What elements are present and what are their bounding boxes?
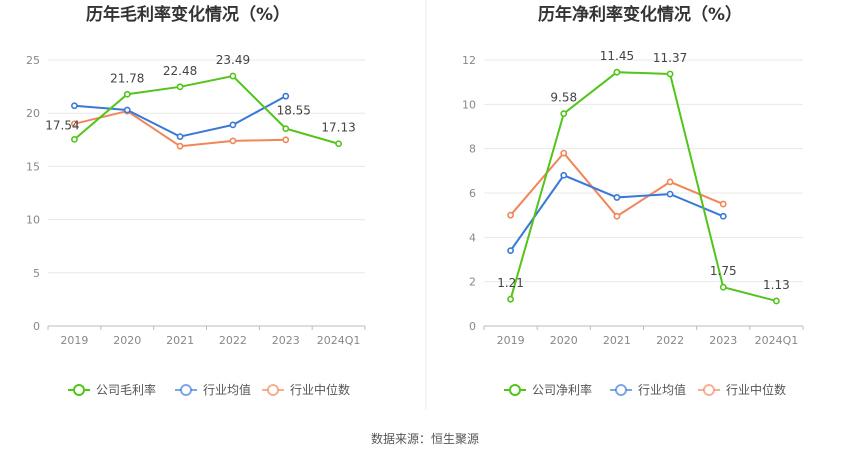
data-label: 1.13	[763, 278, 790, 292]
y-tick-label: 5	[33, 267, 40, 280]
data-label: 11.45	[600, 49, 634, 63]
data-point	[176, 142, 184, 150]
data-point	[282, 92, 290, 100]
series-line	[74, 109, 286, 148]
y-tick-label: 4	[469, 231, 476, 244]
data-point	[335, 140, 342, 148]
x-tick-label: 2024Q1	[755, 334, 799, 347]
data-label: 9.58	[550, 91, 577, 105]
y-tick-label: 0	[469, 320, 476, 333]
y-tick-label: 25	[26, 54, 40, 67]
x-tick-label: 2023	[272, 334, 300, 347]
legend-label: 公司毛利率	[96, 382, 156, 397]
data-point	[719, 200, 727, 208]
data-point	[719, 212, 727, 220]
data-point	[613, 212, 621, 220]
data-point	[666, 190, 674, 198]
data-point	[507, 295, 514, 303]
chart-title: 历年毛利率变化情况（%）	[86, 4, 290, 25]
net-margin-chart: 历年净利率变化情况（%） 0 2 4 6 8 10 12 2019 2020 2021 2022 202…	[462, 4, 804, 397]
y-tick-label: 12	[462, 54, 476, 67]
data-point	[666, 70, 674, 78]
legend-marker	[267, 384, 279, 396]
data-label: 11.37	[653, 51, 687, 65]
data-point	[229, 137, 237, 145]
data-point	[560, 171, 568, 179]
legend-label: 行业均值	[638, 382, 686, 397]
x-tick-label: 2022	[656, 334, 684, 347]
data-point	[71, 120, 78, 128]
data-point	[507, 211, 514, 219]
y-tick-label: 10	[462, 98, 476, 111]
y-tick-label: 10	[26, 214, 40, 227]
data-point	[176, 133, 184, 141]
data-point	[229, 121, 237, 129]
y-tick-label: 2	[469, 276, 476, 289]
data-label: 21.78	[110, 71, 144, 85]
data-label: 18.55	[277, 104, 311, 118]
data-label: 17.13	[321, 121, 355, 135]
x-tick-label: 2021	[166, 334, 194, 347]
legend-label: 行业均值	[203, 382, 251, 397]
data-point	[71, 102, 78, 110]
x-tick-label: 2020	[550, 334, 578, 347]
data-label: 22.48	[163, 64, 197, 78]
data-label: 1.21	[497, 276, 524, 290]
y-tick-label: 15	[26, 160, 40, 173]
data-point	[560, 149, 568, 157]
data-point	[719, 283, 727, 291]
x-tick-label: 2021	[603, 334, 631, 347]
legend-marker	[615, 384, 627, 396]
data-point	[613, 194, 621, 201]
y-tick-label: 8	[469, 143, 476, 156]
data-point	[176, 83, 184, 91]
data-label: 1.75	[710, 264, 737, 278]
data-point	[507, 247, 514, 255]
series-line	[509, 71, 777, 302]
legend-marker	[73, 384, 85, 396]
data-point	[282, 136, 290, 144]
data-point	[282, 125, 290, 133]
x-tick-label: 2024Q1	[317, 334, 361, 347]
data-point	[773, 297, 780, 305]
data-point	[229, 72, 237, 80]
x-tick-label: 2019	[60, 334, 88, 347]
legend-label: 公司净利率	[532, 382, 592, 397]
chart-title: 历年净利率变化情况（%）	[538, 4, 742, 25]
x-tick-label: 2019	[497, 334, 525, 347]
data-point	[123, 90, 131, 98]
data-point	[123, 106, 131, 114]
gross-margin-chart: 历年毛利率变化情况（%） 0 5 10 15 20 25 2019 2020 2021 2022 20…	[26, 4, 366, 397]
data-point	[560, 110, 568, 118]
data-point	[666, 178, 674, 186]
legend-marker	[703, 384, 715, 396]
y-tick-label: 0	[33, 320, 40, 333]
legend-marker	[180, 384, 192, 396]
data-label: 23.49	[216, 53, 250, 67]
y-tick-label: 20	[26, 107, 40, 120]
series-line	[73, 74, 339, 145]
x-tick-label: 2020	[113, 334, 141, 347]
legend-label: 行业中位数	[726, 382, 786, 397]
data-source-note: 数据来源：恒生聚源	[371, 431, 479, 446]
x-tick-label: 2022	[219, 334, 247, 347]
y-tick-label: 6	[469, 187, 476, 200]
legend-marker	[509, 384, 521, 396]
data-label: 17.54	[45, 118, 79, 132]
legend-label: 行业中位数	[290, 382, 350, 397]
data-point	[71, 135, 78, 143]
x-tick-label: 2023	[709, 334, 737, 347]
data-point	[613, 68, 621, 76]
